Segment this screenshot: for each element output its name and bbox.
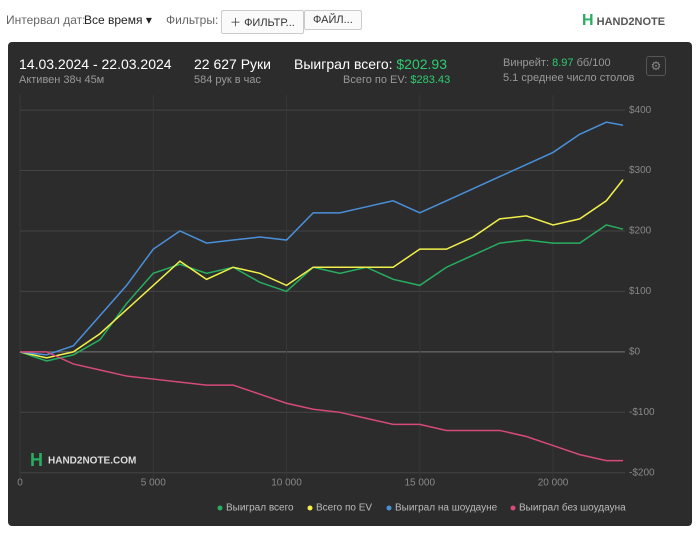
ev: Всего по EV: $283.43 — [343, 74, 450, 86]
date-value: Все время — [84, 13, 143, 27]
won-label: Выиграл всего: — [294, 56, 393, 72]
series-line — [19, 224, 624, 362]
watermark-icon: H — [30, 450, 43, 470]
legend-label: Выиграл всего — [226, 503, 294, 514]
legend-marker — [386, 505, 392, 511]
winrate-unit: бб/100 — [576, 57, 611, 69]
legend-marker — [217, 505, 223, 511]
y-tick-label: $0 — [629, 347, 641, 358]
legend-marker — [510, 505, 516, 511]
logo-text: HAND2NOTE — [596, 16, 666, 28]
filter-text: ФИЛЬТР... — [244, 17, 295, 29]
winrate: Винрейт: 8.97 бб/100 — [503, 57, 611, 69]
date-select[interactable]: Все время ▾ — [84, 13, 152, 27]
series-line — [19, 179, 624, 359]
tables: 5.1 среднее число столов — [503, 72, 635, 84]
hands-per-hour: 584 рук в час — [194, 74, 262, 86]
x-tick-label: 20 000 — [538, 478, 569, 489]
ev-value: $283.43 — [410, 74, 451, 86]
y-tick-label: $400 — [629, 105, 652, 116]
legend-label: Выиграл на шоудауне — [395, 503, 498, 514]
date-label: Интервал дат: — [6, 13, 86, 27]
logo: H HAND2NOTE — [582, 12, 666, 29]
winrate-label: Винрейт: — [503, 57, 550, 69]
x-tick-label: 15 000 — [404, 478, 435, 489]
dates: 14.03.2024 - 22.03.2024 — [19, 56, 172, 72]
filters-label: Фильтры: — [166, 13, 219, 27]
y-tick-label: -$100 — [629, 407, 655, 418]
x-tick-label: 5 000 — [141, 478, 166, 489]
legend-label: Всего по EV — [316, 503, 372, 514]
legend-marker — [307, 505, 313, 511]
won-value: $202.93 — [396, 56, 447, 72]
y-tick-label: $200 — [629, 226, 652, 237]
winrate-value: 8.97 — [552, 57, 574, 69]
file-button[interactable]: ФАЙЛ... — [304, 10, 362, 30]
x-tick-label: 10 000 — [271, 478, 302, 489]
won: Выиграл всего: $202.93 — [294, 56, 447, 72]
x-tick-label: 0 — [17, 478, 23, 489]
ev-label: Всего по EV: — [343, 74, 408, 86]
y-tick-label: $300 — [629, 165, 652, 176]
active: Активен 38ч 45м — [19, 74, 105, 86]
settings-button[interactable]: ⚙ — [646, 56, 666, 76]
legend-label: Выиграл без шоудауна — [519, 502, 626, 514]
watermark: HAND2NOTE.COM — [48, 456, 136, 467]
y-tick-label: -$200 — [629, 467, 655, 478]
y-tick-label: $100 — [629, 286, 652, 297]
series-line — [20, 351, 624, 462]
series-line — [19, 121, 624, 356]
stats-panel: 14.03.2024 - 22.03.2024 Активен 38ч 45м … — [8, 42, 692, 526]
filter-button[interactable]: ＋ ФИЛЬТР... — [221, 10, 304, 34]
hands: 22 627 Руки — [194, 56, 271, 72]
